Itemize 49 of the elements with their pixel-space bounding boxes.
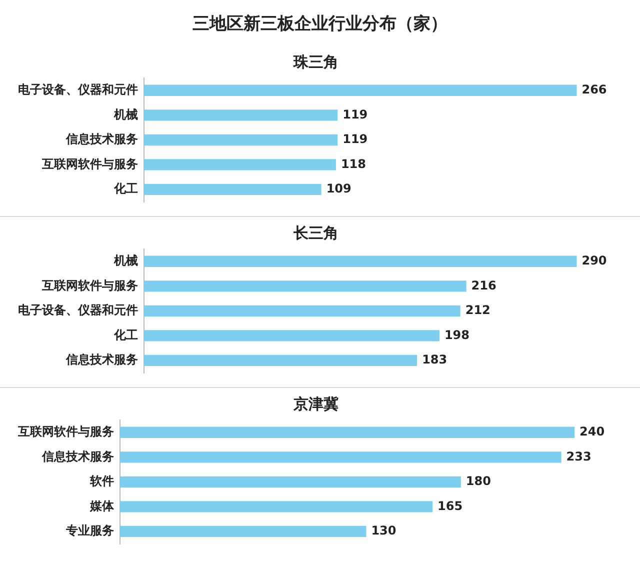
- data-label: 119: [342, 132, 368, 146]
- chart-title: 珠三角: [292, 52, 338, 71]
- y-tick-label: 软件: [89, 474, 114, 488]
- bar: [144, 280, 466, 292]
- y-tick-label: 电子设备、仪器和元件: [18, 82, 138, 97]
- bar: [144, 305, 460, 316]
- data-label: 165: [438, 498, 463, 513]
- data-label: 212: [465, 303, 490, 318]
- chart-title: 京津冀: [292, 394, 338, 413]
- bar: [144, 256, 577, 267]
- y-tick-label: 信息技术服务: [65, 132, 138, 146]
- bar: [144, 184, 322, 195]
- text: 三地区新三板企业行业分布（家）: [192, 12, 448, 36]
- y-tick-label: 机械: [113, 254, 138, 268]
- y-tick-label: 互联网软件与服务: [41, 278, 138, 292]
- chart-title: 长三角: [292, 224, 338, 242]
- data-label: 233: [566, 449, 592, 464]
- y-tick-label: 专业服务: [65, 524, 114, 538]
- y-tick-label: 电子设备、仪器和元件: [18, 303, 138, 318]
- y-tick-label: 信息技术服务: [41, 449, 114, 464]
- bar: [120, 426, 575, 438]
- y-tick-label: 互联网软件与服务: [17, 424, 114, 439]
- bar: [120, 476, 461, 488]
- data-label: 290: [582, 254, 607, 268]
- bar: [144, 354, 418, 366]
- data-label: 216: [471, 278, 496, 292]
- data-label: 119: [342, 107, 368, 122]
- data-label: 198: [444, 328, 470, 342]
- bar: [144, 330, 440, 342]
- data-label: 130: [371, 524, 396, 538]
- bar: [144, 134, 338, 146]
- data-label: 240: [580, 424, 605, 439]
- y-tick-label: 化工: [113, 328, 138, 342]
- bar: [144, 159, 336, 170]
- data-label: 180: [466, 474, 491, 488]
- y-tick-label: 信息技术服务: [65, 352, 138, 367]
- data-label: 118: [340, 156, 366, 171]
- data-label: 109: [326, 182, 352, 196]
- y-tick-label: 媒体: [89, 498, 115, 513]
- data-label: 183: [422, 352, 448, 367]
- bar: [144, 84, 577, 96]
- y-tick-label: 化工: [113, 182, 138, 196]
- bar: [144, 110, 338, 121]
- bar: [120, 501, 432, 512]
- y-tick-label: 互联网软件与服务: [41, 156, 138, 171]
- y-tick-label: 机械: [113, 107, 138, 122]
- bar: [120, 452, 562, 463]
- data-label: 266: [582, 82, 607, 97]
- bar: [120, 526, 366, 537]
